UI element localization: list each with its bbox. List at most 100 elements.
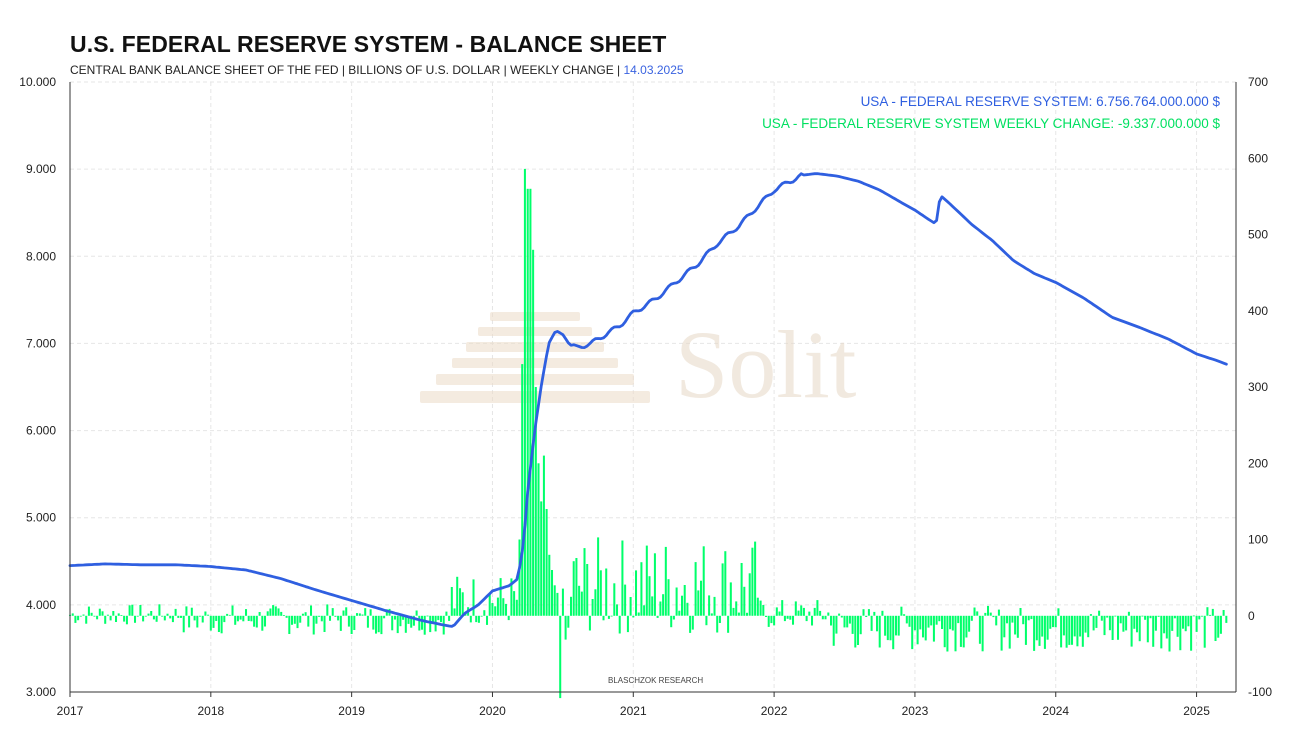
weekly-change-bar: [123, 615, 126, 622]
weekly-change-bar: [583, 548, 586, 616]
weekly-change-bar: [1146, 615, 1149, 643]
weekly-change-bar: [345, 607, 348, 616]
weekly-change-bar: [1154, 615, 1157, 631]
y-right-tick-label: 700: [1248, 75, 1268, 89]
weekly-change-bar: [112, 611, 115, 616]
weekly-change-bar: [995, 615, 998, 626]
weekly-change-bar: [597, 537, 600, 616]
weekly-change-bar: [740, 563, 743, 616]
weekly-change-bar: [377, 615, 380, 633]
weekly-change-bar: [737, 612, 740, 616]
weekly-change-bar: [288, 615, 291, 634]
weekly-change-bar: [272, 605, 275, 616]
weekly-change-bar: [683, 585, 686, 616]
weekly-change-bar: [648, 576, 651, 616]
weekly-change-bar: [889, 615, 892, 641]
weekly-change-bar: [537, 463, 540, 616]
weekly-change-bar: [962, 615, 965, 648]
weekly-change-bar: [713, 596, 716, 616]
weekly-change-bar: [870, 615, 873, 631]
weekly-change-bar: [209, 615, 212, 631]
weekly-change-bar: [180, 615, 183, 618]
weekly-change-bar: [285, 615, 288, 618]
weekly-change-bar: [724, 551, 727, 616]
weekly-change-bar: [320, 615, 323, 622]
weekly-change-bar: [510, 578, 513, 616]
weekly-change-bar: [773, 615, 776, 626]
weekly-change-bar: [448, 615, 451, 621]
weekly-change-bar: [672, 615, 675, 620]
weekly-change-bar: [402, 615, 405, 620]
y-right-tick-label: 200: [1248, 456, 1268, 470]
weekly-change-bar: [250, 615, 253, 622]
weekly-change-bar: [228, 614, 231, 616]
weekly-change-bar: [548, 554, 551, 616]
weekly-change-bar: [177, 615, 180, 618]
weekly-change-bar: [941, 615, 944, 629]
axes: 3.000 4.000 5.000 6.000 7.000 8.000 9.000 10.00…: [19, 75, 1272, 718]
weekly-change-bar: [185, 606, 188, 616]
weekly-change-bar: [700, 580, 703, 616]
weekly-change-bar: [239, 615, 242, 620]
weekly-change-bar: [1168, 615, 1171, 652]
weekly-change-bar: [981, 615, 984, 652]
weekly-change-bar: [824, 615, 827, 620]
weekly-change-bar: [261, 615, 264, 631]
weekly-change-bar: [410, 615, 413, 628]
weekly-change-bar: [1171, 615, 1174, 631]
weekly-change-bar: [545, 509, 548, 616]
weekly-change-bar: [523, 168, 526, 616]
weekly-change-bar: [754, 541, 757, 616]
weekly-change-bar: [136, 615, 139, 617]
y-left-tick-label: 7.000: [26, 336, 56, 350]
weekly-change-bar: [865, 615, 868, 617]
weekly-change-bar: [751, 547, 754, 616]
weekly-change-bar: [997, 609, 1000, 616]
weekly-change-bar: [491, 603, 494, 616]
weekly-change-bar: [280, 611, 283, 616]
weekly-change-bar: [653, 553, 656, 616]
weekly-change-bar: [681, 595, 684, 616]
weekly-change-bar: [1206, 607, 1209, 616]
weekly-change-bar: [922, 615, 925, 638]
weekly-change-bar: [1217, 615, 1220, 638]
weekly-change-bar: [735, 601, 738, 616]
weekly-change-bar: [965, 615, 968, 638]
x-tick-label: 2017: [57, 704, 84, 718]
weekly-change-bar: [762, 605, 765, 616]
weekly-change-bar: [163, 615, 166, 621]
weekly-change-bar: [161, 615, 164, 617]
weekly-change-bar: [710, 613, 713, 616]
weekly-change-bar: [1092, 615, 1095, 631]
weekly-change-bar: [1201, 615, 1204, 617]
weekly-change-bar: [949, 615, 952, 630]
weekly-change-bar: [689, 615, 692, 633]
weekly-change-bar: [1014, 615, 1017, 635]
weekly-change-bar: [670, 615, 673, 628]
y-right-tick-label: 300: [1248, 380, 1268, 394]
weekly-change-bar: [445, 611, 448, 616]
legend-balance: USA - FEDERAL RESERVE SYSTEM: 6.756.764.…: [861, 94, 1221, 109]
weekly-change-bar: [79, 615, 82, 617]
weekly-change-bar: [459, 588, 462, 616]
weekly-change-bar: [337, 615, 340, 621]
weekly-change-bar: [886, 615, 889, 641]
weekly-change-bar: [518, 539, 521, 616]
weekly-change-bar: [347, 615, 350, 627]
weekly-change-bar: [705, 615, 708, 626]
y-right-tick-label: 0: [1248, 609, 1255, 623]
weekly-change-bar: [607, 615, 610, 619]
weekly-change-bar: [329, 615, 332, 621]
weekly-change-bar: [697, 590, 700, 616]
weekly-change-bar: [461, 592, 464, 616]
weekly-change-bar: [746, 612, 749, 616]
weekly-change-bar: [542, 455, 545, 616]
weekly-change-bar: [134, 615, 137, 623]
x-tick-label: 2020: [479, 704, 506, 718]
weekly-change-bar: [104, 615, 107, 624]
weekly-change-bar: [1122, 615, 1125, 632]
x-tick-label: 2019: [338, 704, 365, 718]
weekly-change-bar: [282, 615, 285, 616]
weekly-change-bar: [854, 615, 857, 648]
weekly-change-bar: [231, 605, 234, 616]
